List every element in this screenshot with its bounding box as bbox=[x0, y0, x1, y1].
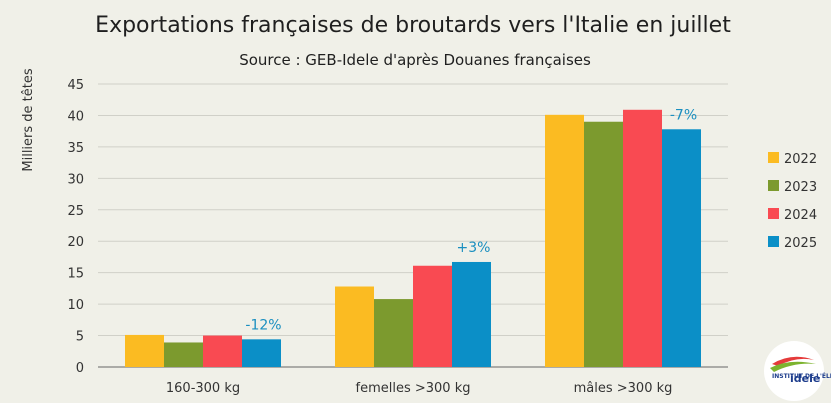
y-tick-label: 40 bbox=[67, 109, 84, 124]
logo-text-brand: idele bbox=[790, 372, 820, 385]
annotation-label: -7% bbox=[670, 107, 697, 123]
legend-label: 2022 bbox=[784, 152, 817, 167]
bar-2025-0 bbox=[242, 339, 281, 367]
bar-2023-1 bbox=[374, 299, 413, 367]
annotation-label: +3% bbox=[457, 240, 491, 256]
category-label: femelles >300 kg bbox=[356, 381, 471, 396]
y-axis-ticks: 0 5 10 15 20 25 30 35 40 45 bbox=[67, 78, 84, 376]
bar-2022-0 bbox=[125, 334, 164, 367]
bar-2025-1 bbox=[452, 261, 491, 367]
y-axis-label: Milliers de têtes bbox=[21, 68, 36, 171]
bar-2023-2 bbox=[584, 121, 623, 367]
legend-swatch bbox=[768, 236, 779, 247]
bar-2024-0 bbox=[203, 335, 242, 367]
legend-swatch bbox=[768, 180, 779, 191]
y-tick-label: 35 bbox=[67, 141, 84, 156]
bar-2025-2 bbox=[662, 129, 701, 367]
y-tick-label: 10 bbox=[67, 298, 84, 313]
legend-swatch bbox=[768, 208, 779, 219]
y-tick-label: 15 bbox=[67, 267, 84, 282]
legend: 2022 2023 2024 2025 bbox=[768, 152, 817, 251]
y-tick-label: 20 bbox=[67, 235, 84, 250]
legend-swatch bbox=[768, 152, 779, 163]
chart-title: Exportations françaises de broutards ver… bbox=[95, 13, 731, 38]
y-tick-label: 25 bbox=[67, 204, 84, 219]
y-tick-label: 0 bbox=[76, 361, 84, 376]
annotation-label: -12% bbox=[245, 317, 281, 333]
y-tick-label: 5 bbox=[76, 330, 84, 345]
logo-text-top: INSTITUT DE L'ÉLEVAGE bbox=[772, 372, 831, 380]
annotations: -12% +3% -7% bbox=[245, 107, 697, 333]
idele-logo-icon: INSTITUT DE L'ÉLEVAGE idele bbox=[764, 341, 831, 401]
bar-2022-2 bbox=[545, 114, 584, 367]
bar-2024-1 bbox=[413, 265, 452, 367]
category-label: 160-300 kg bbox=[166, 381, 240, 396]
bar-2023-0 bbox=[164, 342, 203, 367]
bar-2022-1 bbox=[335, 286, 374, 367]
chart-subtitle: Source : GEB-Idele d'après Douanes franç… bbox=[239, 51, 591, 69]
legend-label: 2025 bbox=[784, 236, 817, 251]
y-tick-label: 45 bbox=[67, 78, 84, 93]
y-tick-label: 30 bbox=[67, 172, 84, 187]
bar-2024-2 bbox=[623, 109, 662, 367]
category-label: mâles >300 kg bbox=[574, 381, 673, 396]
legend-label: 2023 bbox=[784, 180, 817, 195]
category-labels: 160-300 kg femelles >300 kg mâles >300 kg bbox=[166, 381, 673, 396]
bars bbox=[125, 109, 701, 367]
legend-label: 2024 bbox=[784, 208, 817, 223]
